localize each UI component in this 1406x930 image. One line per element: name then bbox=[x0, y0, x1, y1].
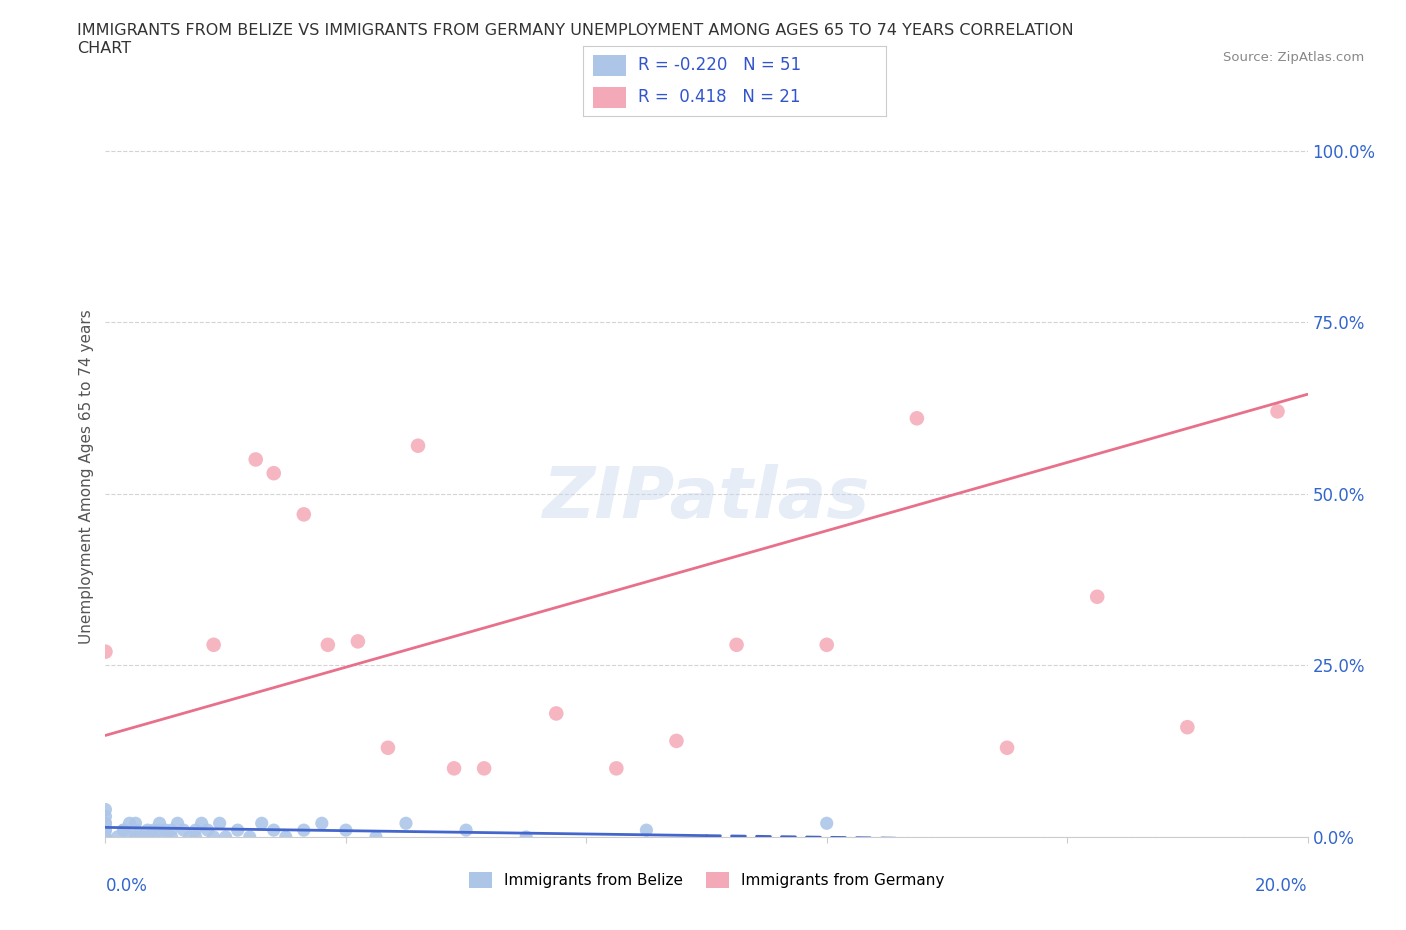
Point bbox=[155, 823, 177, 838]
Point bbox=[905, 411, 928, 426]
Point bbox=[406, 438, 429, 453]
Point bbox=[184, 830, 207, 844]
Y-axis label: Unemployment Among Ages 65 to 74 years: Unemployment Among Ages 65 to 74 years bbox=[79, 310, 94, 644]
Point bbox=[292, 823, 315, 838]
Point bbox=[815, 816, 838, 830]
Legend: Immigrants from Belize, Immigrants from Germany: Immigrants from Belize, Immigrants from … bbox=[463, 866, 950, 895]
Text: Source: ZipAtlas.com: Source: ZipAtlas.com bbox=[1223, 51, 1364, 64]
Point bbox=[725, 637, 748, 652]
Point bbox=[665, 734, 688, 749]
Point bbox=[245, 452, 267, 467]
Point bbox=[636, 823, 658, 838]
Point bbox=[124, 823, 146, 838]
Point bbox=[131, 830, 153, 844]
Point bbox=[136, 830, 159, 844]
Point bbox=[605, 761, 627, 776]
Text: R =  0.418   N = 21: R = 0.418 N = 21 bbox=[638, 88, 800, 106]
Point bbox=[515, 830, 537, 844]
Text: 0.0%: 0.0% bbox=[105, 877, 148, 895]
Text: 20.0%: 20.0% bbox=[1256, 877, 1308, 895]
Text: IMMIGRANTS FROM BELIZE VS IMMIGRANTS FROM GERMANY UNEMPLOYMENT AMONG AGES 65 TO : IMMIGRANTS FROM BELIZE VS IMMIGRANTS FRO… bbox=[77, 23, 1074, 56]
Point bbox=[148, 816, 170, 830]
Point bbox=[1267, 404, 1289, 418]
Point bbox=[173, 823, 195, 838]
Point bbox=[94, 802, 117, 817]
Point bbox=[250, 816, 273, 830]
Text: ZIPatlas: ZIPatlas bbox=[543, 464, 870, 533]
Point bbox=[546, 706, 568, 721]
Point bbox=[395, 816, 418, 830]
Point bbox=[335, 823, 357, 838]
Point bbox=[226, 823, 249, 838]
FancyBboxPatch shape bbox=[592, 55, 626, 76]
Point bbox=[124, 816, 146, 830]
Point bbox=[202, 637, 225, 652]
FancyBboxPatch shape bbox=[592, 87, 626, 108]
Point bbox=[118, 816, 141, 830]
Point bbox=[136, 823, 159, 838]
Point bbox=[94, 816, 117, 830]
Point bbox=[190, 816, 212, 830]
Point bbox=[94, 823, 117, 838]
Point bbox=[148, 823, 170, 838]
Point bbox=[166, 816, 188, 830]
Point bbox=[454, 823, 477, 838]
Text: R = -0.220   N = 51: R = -0.220 N = 51 bbox=[638, 57, 801, 74]
Point bbox=[364, 830, 387, 844]
Point bbox=[112, 823, 135, 838]
Point bbox=[124, 830, 146, 844]
Point bbox=[274, 830, 297, 844]
Point bbox=[214, 830, 236, 844]
Point bbox=[292, 507, 315, 522]
Point bbox=[142, 830, 165, 844]
Point bbox=[239, 830, 262, 844]
Point bbox=[316, 637, 339, 652]
Point bbox=[1175, 720, 1198, 735]
Point bbox=[472, 761, 495, 776]
Point bbox=[160, 830, 183, 844]
Point bbox=[94, 644, 117, 659]
Point bbox=[311, 816, 333, 830]
Point bbox=[155, 830, 177, 844]
Point bbox=[202, 830, 225, 844]
Point bbox=[94, 816, 117, 830]
Point bbox=[142, 823, 165, 838]
Point bbox=[179, 830, 201, 844]
Point bbox=[263, 823, 285, 838]
Point bbox=[94, 830, 117, 844]
Point bbox=[263, 466, 285, 481]
Point bbox=[112, 823, 135, 838]
Point bbox=[347, 634, 370, 649]
Point bbox=[815, 637, 838, 652]
Point bbox=[995, 740, 1018, 755]
Point bbox=[208, 816, 231, 830]
Point bbox=[94, 830, 117, 844]
Point bbox=[160, 823, 183, 838]
Point bbox=[443, 761, 465, 776]
Point bbox=[1085, 590, 1108, 604]
Point bbox=[107, 830, 129, 844]
Point bbox=[94, 823, 117, 838]
Point bbox=[197, 823, 219, 838]
Point bbox=[184, 823, 207, 838]
Point bbox=[94, 809, 117, 824]
Point bbox=[118, 830, 141, 844]
Point bbox=[377, 740, 399, 755]
